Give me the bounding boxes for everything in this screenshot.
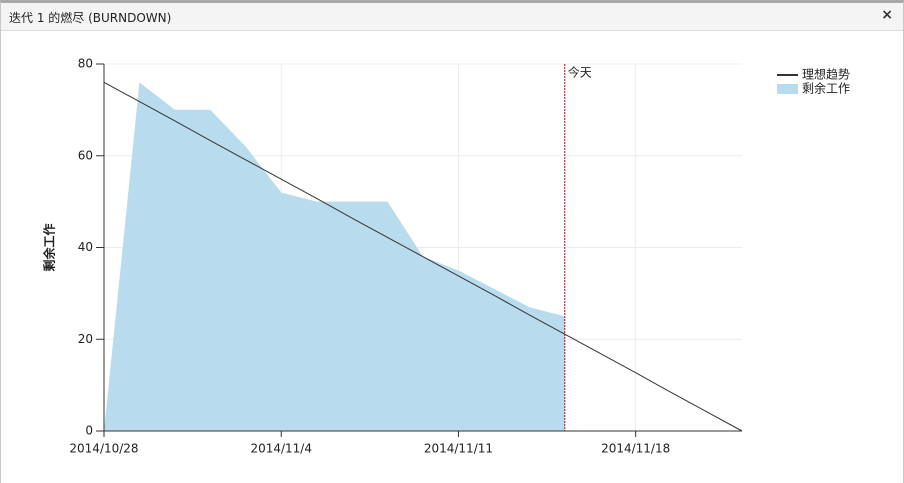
legend-label: 理想趋势: [802, 67, 850, 82]
dialog-title: 迭代 1 的燃尽 (BURNDOWN): [9, 11, 172, 25]
y-tick-label: 20: [78, 332, 93, 346]
y-tick-label: 40: [78, 240, 93, 254]
x-tick-label: 2014/11/4: [250, 442, 312, 456]
title-bar: 迭代 1 的燃尽 (BURNDOWN) ×: [1, 3, 903, 31]
y-tick-label: 60: [78, 148, 93, 162]
today-label: 今天: [568, 65, 592, 80]
legend-label: 剩余工作: [802, 81, 850, 96]
x-tick-label: 2014/11/11: [424, 442, 493, 456]
remaining-area: [104, 82, 565, 431]
y-tick-label: 80: [78, 57, 93, 71]
legend-swatch: [777, 84, 798, 94]
y-tick-label: 0: [85, 424, 93, 438]
ideal-line: [103, 81, 743, 432]
x-tick-label: 2014/10/28: [69, 442, 138, 456]
close-button[interactable]: ×: [881, 7, 893, 23]
x-tick-label: 2014/11/18: [601, 442, 670, 456]
y-axis-label: 剩余工作: [42, 223, 57, 271]
